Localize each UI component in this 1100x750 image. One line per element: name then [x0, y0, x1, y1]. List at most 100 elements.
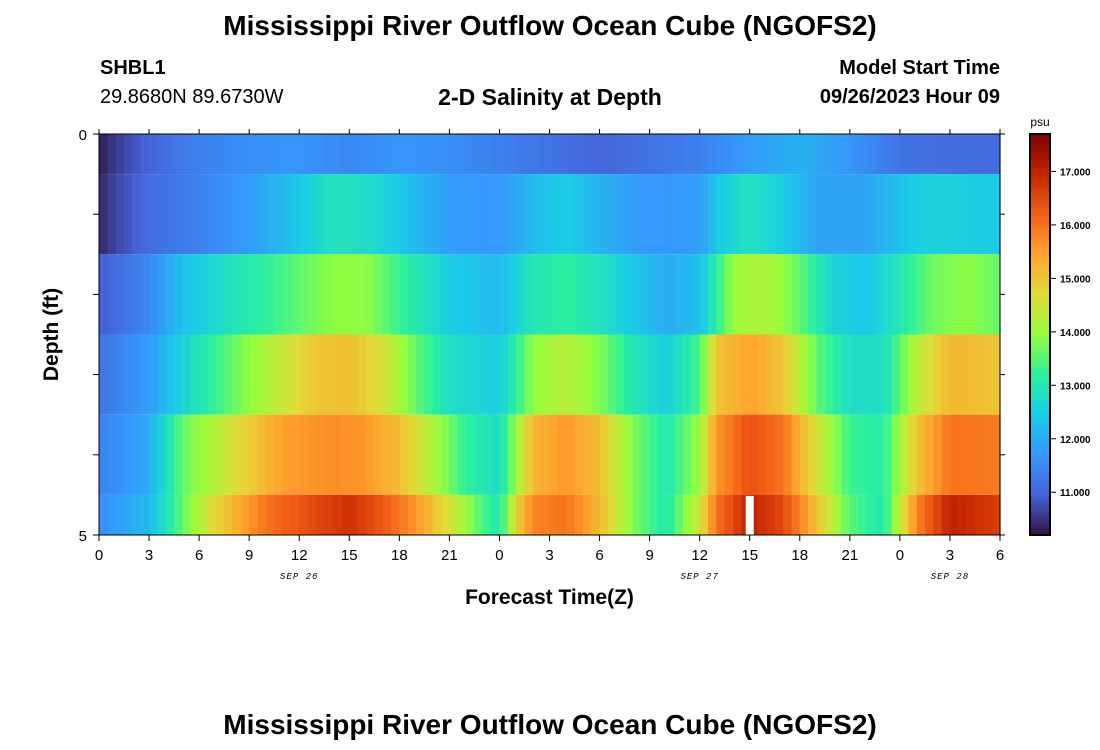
heatmap-cell-layer-3 — [265, 334, 275, 415]
heatmap-cell-layer-0 — [716, 134, 726, 175]
heatmap-cell-layer-5 — [207, 494, 217, 535]
heatmap-cell-layer-5 — [791, 494, 801, 535]
heatmap-cell-layer-0 — [699, 134, 709, 175]
heatmap-cell-layer-0 — [949, 134, 959, 175]
heatmap-cell-layer-4 — [199, 414, 209, 495]
colorbar-segment — [1030, 250, 1050, 255]
heatmap-cell-layer-5 — [916, 494, 926, 535]
heatmap-cell-layer-5 — [941, 494, 951, 535]
heatmap-cell-layer-3 — [466, 334, 476, 415]
x-tick-label: 12 — [291, 547, 308, 564]
heatmap-cell-layer-0 — [107, 134, 117, 175]
heatmap-cell-layer-1 — [482, 174, 492, 255]
heatmap-cell-layer-0 — [657, 134, 667, 175]
heatmap-cell-layer-1 — [224, 174, 234, 255]
heatmap-cell-layer-1 — [349, 174, 359, 255]
heatmap-cell-layer-0 — [224, 134, 234, 175]
heatmap-cell-layer-0 — [507, 134, 517, 175]
heatmap-cell-layer-3 — [365, 334, 375, 415]
heatmap-cell-layer-5 — [866, 494, 876, 535]
heatmap-cell-layer-1 — [257, 174, 267, 255]
heatmap-cell-layer-0 — [274, 134, 284, 175]
heatmap-cell-layer-4 — [349, 414, 359, 495]
x-tick-label: 21 — [441, 547, 458, 564]
heatmap-cell-layer-5 — [466, 494, 476, 535]
heatmap-cell-layer-2 — [841, 254, 851, 335]
heatmap-cell-layer-2 — [749, 254, 759, 335]
heatmap-cell-layer-1 — [524, 174, 534, 255]
heatmap-cell-layer-3 — [224, 334, 234, 415]
heatmap-cell-layer-1 — [441, 174, 450, 255]
heatmap-cell-layer-5 — [249, 494, 259, 535]
heatmap-cell-layer-2 — [991, 254, 1001, 335]
heatmap-cell-layer-4 — [282, 414, 292, 495]
heatmap-cell-layer-2 — [132, 254, 142, 335]
heatmap-cell-layer-4 — [624, 414, 634, 495]
heatmap-cell-layer-0 — [858, 134, 868, 175]
heatmap-cell-layer-4 — [457, 414, 467, 495]
heatmap-cell-layer-5 — [332, 494, 342, 535]
colorbar-segment — [1030, 187, 1050, 192]
heatmap-cell-layer-1 — [883, 174, 893, 255]
colorbar-segment — [1030, 197, 1050, 202]
heatmap-cell-layer-1 — [766, 174, 776, 255]
heatmap-cell-layer-5 — [140, 494, 150, 535]
heatmap-cell-layer-1 — [140, 174, 150, 255]
heatmap-cell-layer-1 — [115, 174, 125, 255]
heatmap-cell-layer-4 — [557, 414, 567, 495]
heatmap-cell-layer-2 — [616, 254, 626, 335]
colorbar-segment — [1030, 381, 1050, 386]
heatmap-cell-layer-2 — [282, 254, 292, 335]
colorbar-segment — [1030, 170, 1050, 175]
heatmap-cell-layer-2 — [240, 254, 250, 335]
heatmap-cell-layer-0 — [591, 134, 601, 175]
heatmap-cell-layer-2 — [849, 254, 859, 335]
colorbar-segment — [1030, 144, 1050, 148]
heatmap-cell-layer-5 — [549, 494, 559, 535]
colorbar-segment — [1030, 428, 1050, 433]
colorbar-segment — [1030, 408, 1050, 412]
colorbar-segment — [1030, 147, 1050, 152]
colorbar-segment — [1030, 210, 1050, 215]
heatmap-cell-layer-2 — [466, 254, 476, 335]
heatmap-cell-layer-0 — [390, 134, 400, 175]
heatmap-cell-layer-2 — [474, 254, 484, 335]
heatmap-cell-layer-1 — [966, 174, 976, 255]
colorbar-segment — [1030, 157, 1050, 162]
heatmap-cell-layer-5 — [474, 494, 484, 535]
heatmap-cell-layer-5 — [991, 494, 1001, 535]
heatmap-cell-layer-3 — [249, 334, 259, 415]
heatmap-cell-layer-2 — [315, 254, 325, 335]
colorbar-segment — [1030, 344, 1050, 349]
heatmap-cell-layer-1 — [816, 174, 826, 255]
colorbar-segment — [1030, 341, 1050, 346]
heatmap-cell-layer-3 — [808, 334, 818, 415]
colorbar-segment — [1030, 274, 1050, 279]
heatmap-cell-layer-3 — [207, 334, 217, 415]
heatmap-cell-layer-4 — [849, 414, 859, 495]
heatmap-cell-layer-2 — [182, 254, 192, 335]
colorbar-segment — [1030, 364, 1050, 369]
colorbar-segment — [1030, 404, 1050, 409]
heatmap-cell-layer-2 — [140, 254, 150, 335]
heatmap-cell-layer-2 — [641, 254, 651, 335]
heatmap-cell-layer-1 — [107, 174, 117, 255]
heatmap-cell-layer-2 — [249, 254, 259, 335]
heatmap-cell-layer-2 — [874, 254, 884, 335]
heatmap-cell-layer-4 — [274, 414, 284, 495]
heatmap-cell-layer-5 — [240, 494, 250, 535]
heatmap-cell-layer-1 — [249, 174, 259, 255]
heatmap-cell-layer-5 — [557, 494, 567, 535]
heatmap-cell-layer-0 — [340, 134, 350, 175]
heatmap-cell-layer-2 — [324, 254, 334, 335]
heatmap-cell-layer-2 — [524, 254, 534, 335]
heatmap-cell-layer-5 — [399, 494, 409, 535]
heatmap-cell-layer-2 — [666, 254, 676, 335]
heatmap-cell-layer-1 — [432, 174, 442, 255]
heatmap-cell-layer-1 — [733, 174, 742, 255]
colorbar-segment — [1030, 374, 1050, 379]
heatmap-cell-layer-5 — [416, 494, 425, 535]
heatmap-cell-layer-4 — [407, 414, 417, 495]
heatmap-cell-layer-2 — [482, 254, 492, 335]
heatmap-cell-layer-2 — [891, 254, 901, 335]
